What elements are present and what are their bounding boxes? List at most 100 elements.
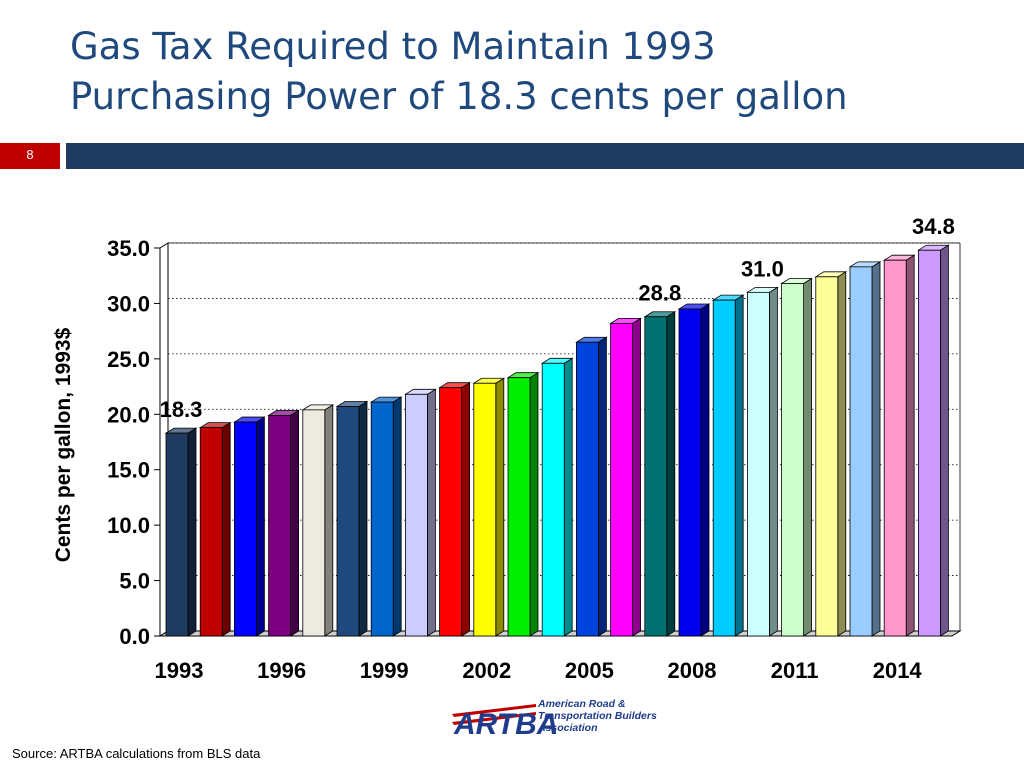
x-tick-label-2008: 2008: [668, 658, 717, 683]
bar-2013: [848, 261, 882, 637]
bar-side-1998: [358, 400, 368, 637]
bar-2000: [404, 388, 437, 637]
bar-2012: [814, 271, 848, 637]
bar-front-2010: [747, 291, 770, 637]
bar-front-2013: [849, 266, 873, 637]
x-tick-label-2002: 2002: [462, 658, 511, 683]
bar-front-2012: [815, 276, 839, 637]
y-axis-label-text: Cents per gallon, 1993$: [52, 327, 75, 563]
bar-2007: [643, 311, 677, 637]
bar-front-2004: [541, 362, 565, 637]
title-divider-bar: [66, 143, 1024, 169]
bar-side-2006: [632, 317, 641, 637]
x-tick-label-1999: 1999: [360, 658, 409, 683]
bar-1998: [335, 400, 369, 637]
bar-front-2002: [473, 382, 497, 637]
bar-2010: [746, 286, 779, 637]
bar-front-1993: [165, 432, 189, 637]
bar-side-2012: [837, 271, 847, 637]
bar-front-2006: [610, 322, 633, 637]
bar-2003: [506, 371, 540, 637]
bar-2008: [677, 303, 711, 637]
y-tick-label-15: 15.0: [107, 458, 150, 483]
bar-side-2011: [803, 277, 812, 637]
y-tick-label-10: 10.0: [107, 513, 150, 538]
bar-front-2007: [644, 316, 668, 637]
bar-front-2011: [781, 283, 804, 637]
logo-line-1: American Road &: [538, 698, 626, 710]
bar-side-1993: [187, 427, 197, 637]
bar-front-1995: [233, 421, 257, 637]
bar-2009: [711, 294, 745, 637]
bar-side-2002: [495, 377, 505, 637]
bar-side-1996: [290, 409, 300, 637]
slide-number: 8: [0, 143, 60, 169]
bar-side-1999: [392, 396, 402, 637]
bar-front-2003: [507, 377, 531, 637]
data-label-2010: 31.0: [741, 256, 784, 281]
data-label-2015: 34.8: [912, 214, 955, 239]
bar-chart: 0.0 5.0 10.0 15.0 20.0 25.0 30.0 35.0 1993 1996 19…: [107, 214, 962, 683]
y-tick-label-30: 30.0: [107, 291, 150, 316]
x-tick-label-1996: 1996: [257, 658, 306, 683]
bar-2011: [780, 277, 813, 637]
x-tick-label-1993: 1993: [155, 658, 204, 683]
bar-side-2005: [598, 336, 607, 637]
bar-side-1994: [221, 421, 231, 637]
y-tick-label-25: 25.0: [107, 347, 150, 372]
bar-2015: [917, 244, 950, 637]
slide-title: Gas Tax Required to Maintain 1993 Purcha…: [70, 22, 1010, 122]
bar-side-2009: [734, 294, 744, 637]
bar-1996: [267, 409, 300, 637]
bar-2006: [609, 317, 642, 637]
bar-2002: [472, 377, 506, 637]
y-tick-label-35: 35.0: [107, 236, 150, 261]
bar-side-2000: [426, 388, 436, 637]
bar-side-2015: [940, 244, 949, 637]
bar-side-2003: [529, 371, 539, 637]
y-tick-label-0: 0.0: [119, 624, 150, 649]
bar-front-2014: [883, 259, 907, 637]
bar-1995: [233, 416, 266, 637]
bar-front-2009: [712, 299, 736, 637]
bar-front-1994: [199, 427, 223, 637]
data-label-1993: 18.3: [160, 397, 203, 422]
slide-title-line-2: Purchasing Power of 18.3 cents per gallo…: [70, 75, 848, 118]
data-label-2007: 28.8: [638, 281, 681, 306]
bar-front-1997: [302, 409, 326, 637]
bar-front-2005: [576, 341, 599, 637]
source-note: Source: ARTBA calculations from BLS data: [12, 746, 261, 761]
bar-2001: [438, 381, 471, 637]
y-tick-label-20: 20.0: [107, 402, 150, 427]
bar-front-1999: [370, 401, 394, 637]
x-tick-label-2005: 2005: [565, 658, 614, 683]
y-tick-label-5: 5.0: [119, 569, 150, 594]
bar-front-1996: [268, 414, 292, 637]
bar-side-2014: [905, 254, 915, 637]
bar-2014: [882, 254, 916, 637]
logo-line-2: Transportation Builders: [538, 710, 657, 722]
bar-front-2015: [918, 249, 941, 637]
bar-side-2007: [666, 311, 676, 637]
bar-side-2001: [461, 381, 471, 637]
bar-side-1995: [255, 416, 265, 637]
bar-side-2010: [769, 286, 778, 637]
bar-2005: [575, 336, 608, 637]
artba-logo-caption: American Road & Transportation Builders …: [538, 698, 657, 734]
bar-side-2008: [700, 303, 710, 637]
bar-1997: [301, 404, 335, 637]
bar-front-2000: [404, 393, 428, 637]
bar-2004: [540, 357, 574, 637]
bar-front-1998: [336, 406, 360, 637]
bar-side-2004: [563, 357, 573, 637]
bar-front-2008: [678, 308, 702, 637]
slide-title-line-1: Gas Tax Required to Maintain 1993: [70, 25, 716, 68]
bar-front-2001: [439, 387, 463, 637]
artba-logo-mark: ARTBA: [453, 708, 558, 740]
artba-logo: ARTBA: [452, 704, 558, 740]
bar-1993: [164, 427, 198, 637]
bar-side-1997: [324, 404, 334, 637]
x-tick-label-2011: 2011: [771, 658, 819, 683]
bar-1994: [198, 421, 232, 637]
bar-side-2013: [871, 261, 881, 637]
